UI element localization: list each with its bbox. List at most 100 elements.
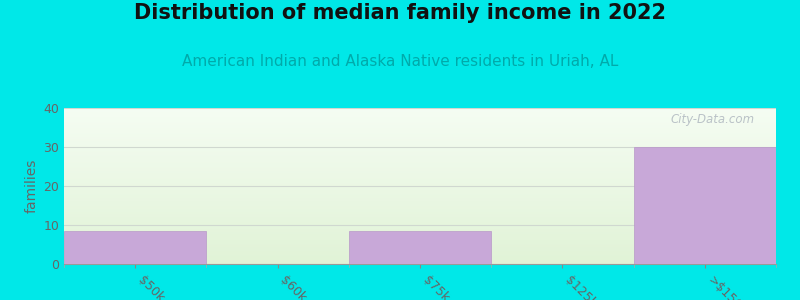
Bar — [64, 231, 776, 232]
Bar — [64, 211, 776, 212]
Bar — [64, 243, 776, 244]
Bar — [64, 161, 776, 162]
Bar — [64, 151, 776, 152]
Bar — [64, 121, 776, 122]
Bar — [64, 239, 776, 240]
Bar — [64, 223, 776, 224]
Bar — [64, 262, 776, 263]
Bar — [64, 142, 776, 143]
Bar — [64, 126, 776, 127]
Bar — [64, 193, 776, 194]
Bar — [64, 200, 776, 201]
Bar — [64, 136, 776, 137]
Bar — [64, 255, 776, 256]
Bar — [64, 110, 776, 111]
Bar — [64, 114, 776, 115]
Bar — [64, 148, 776, 149]
Bar — [64, 138, 776, 139]
Text: City-Data.com: City-Data.com — [670, 113, 754, 126]
Bar — [64, 226, 776, 227]
Bar — [64, 202, 776, 203]
Bar — [64, 164, 776, 165]
Bar — [64, 215, 776, 216]
Bar — [64, 149, 776, 150]
Bar — [64, 208, 776, 209]
Bar — [64, 203, 776, 204]
Bar — [64, 250, 776, 251]
Bar — [64, 233, 776, 234]
Bar — [64, 257, 776, 258]
Bar — [64, 157, 776, 158]
Bar — [64, 217, 776, 218]
Bar — [64, 132, 776, 133]
Bar — [64, 129, 776, 130]
Bar — [64, 191, 776, 192]
Bar — [64, 127, 776, 128]
Bar — [64, 261, 776, 262]
Bar — [64, 143, 776, 144]
Bar — [64, 160, 776, 161]
Bar — [64, 263, 776, 264]
Bar — [64, 179, 776, 180]
Bar — [64, 197, 776, 198]
Bar — [64, 231, 206, 264]
Bar — [64, 256, 776, 257]
Bar — [64, 254, 776, 255]
Bar — [64, 145, 776, 146]
Bar — [634, 147, 776, 264]
Bar — [64, 227, 776, 228]
Bar — [64, 192, 776, 193]
Bar — [64, 260, 776, 261]
Bar — [64, 140, 776, 141]
Bar — [64, 248, 776, 249]
Bar — [64, 202, 776, 203]
Bar — [64, 174, 776, 175]
Bar — [64, 124, 776, 125]
Bar — [64, 111, 776, 112]
Bar — [64, 162, 776, 163]
Bar — [64, 230, 776, 231]
Bar — [64, 135, 776, 136]
Bar — [64, 144, 776, 145]
Text: American Indian and Alaska Native residents in Uriah, AL: American Indian and Alaska Native reside… — [182, 54, 618, 69]
Bar — [64, 150, 776, 151]
Bar — [64, 115, 776, 116]
Bar — [64, 219, 776, 220]
Bar — [64, 190, 776, 191]
Bar — [64, 137, 776, 138]
Bar — [64, 209, 776, 210]
Bar — [64, 159, 776, 160]
Bar — [64, 187, 776, 188]
Bar — [64, 152, 776, 153]
Text: Distribution of median family income in 2022: Distribution of median family income in … — [134, 3, 666, 23]
Bar — [64, 242, 776, 243]
Bar — [64, 112, 776, 113]
Bar — [64, 222, 776, 223]
Bar — [64, 244, 776, 245]
Bar — [64, 178, 776, 179]
Bar — [64, 240, 776, 241]
Bar — [64, 133, 776, 134]
Bar — [64, 170, 776, 171]
Bar — [64, 224, 776, 225]
Bar — [64, 251, 776, 252]
Bar — [64, 146, 776, 147]
Bar — [64, 228, 776, 229]
Bar — [64, 153, 776, 154]
Bar — [64, 122, 776, 123]
Bar — [64, 206, 776, 207]
Bar — [64, 156, 776, 157]
Bar — [64, 175, 776, 176]
Bar — [64, 204, 776, 205]
Bar — [64, 237, 776, 238]
Bar — [64, 210, 776, 211]
Bar — [64, 184, 776, 185]
Bar — [64, 139, 776, 140]
Bar — [64, 169, 776, 170]
Bar — [64, 155, 776, 156]
Bar — [64, 186, 776, 187]
Bar — [64, 128, 776, 129]
Y-axis label: families: families — [25, 159, 39, 213]
Bar — [64, 116, 776, 117]
Bar — [64, 182, 776, 183]
